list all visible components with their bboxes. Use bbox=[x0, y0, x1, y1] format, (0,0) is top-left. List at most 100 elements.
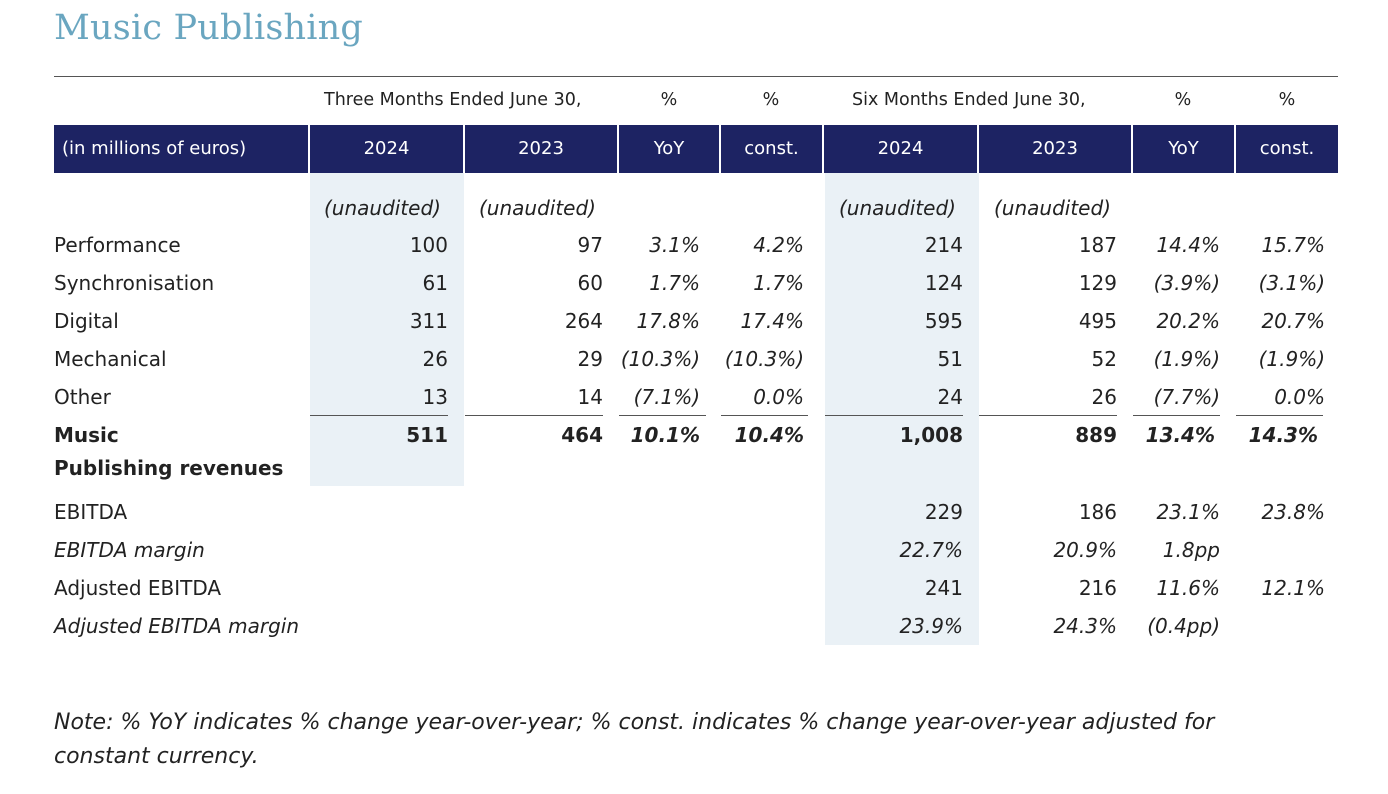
cell-q-yoy: (10.3%) bbox=[620, 347, 700, 371]
row-label: Performance bbox=[54, 233, 181, 257]
cell-q-yoy: 1.7% bbox=[649, 271, 700, 295]
ebitda-cell-s-const: 23.8% bbox=[1261, 500, 1325, 524]
band-separator bbox=[1234, 125, 1236, 173]
subtotal-rule bbox=[1133, 415, 1220, 416]
total-q2024: 511 bbox=[406, 423, 448, 447]
ebitda-cell-s2024: 229 bbox=[924, 500, 963, 524]
cell-s-const: (3.1%) bbox=[1258, 271, 1325, 295]
cell-q2024: 100 bbox=[409, 233, 448, 257]
cell-q2023: 264 bbox=[564, 309, 603, 333]
col-header-q-const: const. bbox=[744, 138, 799, 159]
ebitda-cell-s2023: 216 bbox=[1078, 576, 1117, 600]
ebitda-cell-s2023: 24.3% bbox=[1053, 614, 1117, 638]
cell-s2023: 495 bbox=[1078, 309, 1117, 333]
total-s-yoy: 13.4% bbox=[1145, 423, 1215, 447]
cell-q-yoy: (7.1%) bbox=[633, 385, 700, 409]
cell-s-const: 15.7% bbox=[1261, 233, 1325, 257]
cell-q-yoy: 17.8% bbox=[636, 309, 700, 333]
unaudited-q2024: (unaudited) bbox=[324, 196, 441, 220]
top-rule bbox=[54, 76, 1338, 77]
subtotal-rule bbox=[825, 415, 963, 416]
cell-s2024: 51 bbox=[937, 347, 963, 371]
cell-s-yoy: (3.9%) bbox=[1153, 271, 1220, 295]
subtotal-rule bbox=[1236, 415, 1323, 416]
ebitda-cell-s-const: 12.1% bbox=[1261, 576, 1325, 600]
row-label: Mechanical bbox=[54, 347, 167, 371]
cell-s-yoy: 20.2% bbox=[1156, 309, 1220, 333]
total-q-const: 10.4% bbox=[734, 423, 804, 447]
row-label: Synchronisation bbox=[54, 271, 215, 295]
ebitda-cell-s2023: 186 bbox=[1078, 500, 1117, 524]
ebitda-row-label: Adjusted EBITDA bbox=[54, 576, 222, 600]
cell-s-yoy: 14.4% bbox=[1156, 233, 1220, 257]
cell-s2024: 595 bbox=[924, 309, 963, 333]
subtotal-rule bbox=[310, 415, 448, 416]
band-separator bbox=[977, 125, 979, 173]
cell-s-const: 0.0% bbox=[1274, 385, 1325, 409]
ebitda-cell-s-yoy: 1.8pp bbox=[1162, 538, 1220, 562]
cell-q2024: 13 bbox=[422, 385, 448, 409]
row-label: Digital bbox=[54, 309, 119, 333]
cell-q2023: 14 bbox=[577, 385, 603, 409]
total-q-yoy: 10.1% bbox=[630, 423, 700, 447]
cell-q2024: 311 bbox=[409, 309, 448, 333]
cell-s2023: 187 bbox=[1078, 233, 1117, 257]
unaudited-q2023: (unaudited) bbox=[479, 196, 596, 220]
band-separator bbox=[463, 125, 465, 173]
total-label-line2: Publishing revenues bbox=[54, 456, 284, 480]
cell-s2024: 214 bbox=[924, 233, 963, 257]
shade-q2024 bbox=[310, 173, 464, 486]
col-header-s2024: 2024 bbox=[877, 138, 924, 159]
total-label-line1: Music bbox=[54, 423, 119, 447]
ebitda-cell-s2023: 20.9% bbox=[1053, 538, 1117, 562]
cell-s2023: 52 bbox=[1091, 347, 1117, 371]
ebitda-cell-s2024: 22.7% bbox=[899, 538, 963, 562]
footnote: Note: % YoY indicates % change year-over… bbox=[54, 710, 1215, 769]
col-header-q-yoy: YoY bbox=[653, 138, 685, 159]
units-label: (in millions of euros) bbox=[62, 138, 247, 159]
cell-s-const: 20.7% bbox=[1261, 309, 1325, 333]
cell-q2023: 97 bbox=[577, 233, 603, 257]
col-header-q2024: 2024 bbox=[363, 138, 410, 159]
band-separator bbox=[822, 125, 824, 173]
total-s2023: 889 bbox=[1075, 423, 1117, 447]
ebitda-cell-s-yoy: 23.1% bbox=[1156, 500, 1220, 524]
subtotal-rule bbox=[619, 415, 706, 416]
cell-q-const: 4.2% bbox=[753, 233, 804, 257]
band-separator bbox=[308, 125, 310, 173]
band-separator bbox=[617, 125, 619, 173]
ebitda-cell-s-yoy: 11.6% bbox=[1156, 576, 1220, 600]
header-pct-s-yoy: % bbox=[1174, 90, 1192, 110]
cell-q2023: 60 bbox=[577, 271, 603, 295]
page-title: Music Publishing bbox=[54, 8, 363, 48]
header-three-months: Three Months Ended June 30, bbox=[324, 90, 582, 110]
cell-s2024: 124 bbox=[924, 271, 963, 295]
total-q2023: 464 bbox=[561, 423, 603, 447]
header-six-months: Six Months Ended June 30, bbox=[852, 90, 1086, 110]
cell-s-yoy: (7.7%) bbox=[1153, 385, 1220, 409]
subtotal-rule bbox=[721, 415, 808, 416]
header-pct-q-yoy: % bbox=[660, 90, 678, 110]
cell-s2023: 26 bbox=[1091, 385, 1117, 409]
ebitda-row-label: EBITDA margin bbox=[54, 538, 205, 562]
cell-q-yoy: 3.1% bbox=[649, 233, 700, 257]
col-header-s-yoy: YoY bbox=[1168, 138, 1199, 159]
unaudited-s2024: (unaudited) bbox=[839, 196, 956, 220]
cell-q-const: 1.7% bbox=[753, 271, 804, 295]
band-separator bbox=[1131, 125, 1133, 173]
cell-s-const: (1.9%) bbox=[1258, 347, 1325, 371]
ebitda-row-label: Adjusted EBITDA margin bbox=[54, 614, 300, 638]
header-pct-q-const: % bbox=[762, 90, 780, 110]
header-pct-s-const: % bbox=[1278, 90, 1296, 110]
cell-q2024: 61 bbox=[422, 271, 448, 295]
unaudited-s2023: (unaudited) bbox=[994, 196, 1111, 220]
cell-q-const: 17.4% bbox=[740, 309, 804, 333]
total-s2024: 1,008 bbox=[899, 423, 963, 447]
ebitda-cell-s2024: 23.9% bbox=[899, 614, 963, 638]
ebitda-cell-s2024: 241 bbox=[924, 576, 963, 600]
cell-s2023: 129 bbox=[1078, 271, 1117, 295]
cell-s2024: 24 bbox=[937, 385, 963, 409]
cell-s-yoy: (1.9%) bbox=[1153, 347, 1220, 371]
col-header-q2023: 2023 bbox=[518, 138, 564, 159]
subtotal-rule bbox=[979, 415, 1117, 416]
